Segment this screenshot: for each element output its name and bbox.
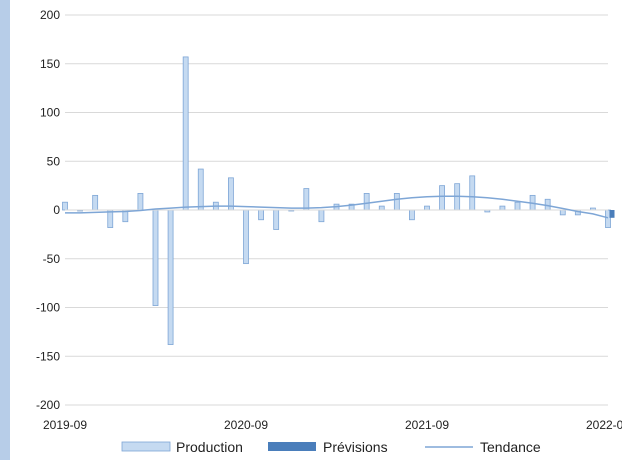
legend-label-trend: Tendance	[480, 439, 541, 455]
production-bar	[197, 168, 204, 211]
y-tick-label: -150	[36, 349, 60, 363]
legend-swatch-production	[121, 441, 171, 452]
production-bar	[243, 209, 249, 265]
chart-canvas: 200 150 100 50 0 -50 -100 -150 -200 2019-09 2020-0…	[36, 8, 622, 455]
legend-label-forecast: Prévisions	[323, 439, 388, 455]
production-bar	[137, 193, 144, 211]
x-tick-label: 2022-09	[586, 418, 622, 432]
production-bar	[378, 205, 385, 211]
production-bar	[439, 185, 445, 211]
y-tick-label: -200	[36, 398, 60, 412]
production-bar	[363, 193, 370, 211]
y-tick-label: 200	[40, 8, 60, 22]
y-tick-label: 100	[40, 106, 60, 120]
production-bar	[499, 205, 506, 211]
production-bar	[469, 175, 476, 211]
y-tick-label: -50	[43, 252, 61, 266]
y-tick-label: 50	[47, 154, 61, 168]
production-bar	[514, 201, 521, 211]
production-bar	[228, 177, 234, 211]
production-bar	[318, 209, 325, 223]
trend-line	[65, 195, 609, 219]
production-bar	[409, 209, 415, 221]
production-bar	[393, 193, 400, 211]
production-bar	[182, 56, 189, 211]
production-bar	[167, 209, 174, 345]
chart-frame: 200 150 100 50 0 -50 -100 -150 -200 2019-09 2020-0…	[10, 0, 622, 460]
production-bar	[62, 201, 68, 211]
y-tick-label: 150	[40, 57, 60, 71]
forecast-bar	[609, 210, 615, 218]
x-tick-label: 2020-09	[224, 418, 268, 432]
production-bar	[273, 209, 280, 230]
legend-swatch-forecast	[268, 442, 316, 451]
production-bar	[152, 209, 159, 306]
legend-label-production: Production	[176, 439, 243, 455]
production-bar	[559, 209, 566, 216]
x-tick-label: 2021-09	[405, 418, 449, 432]
x-tick-label: 2019-09	[43, 418, 87, 432]
production-bar	[92, 194, 99, 211]
y-tick-label: -100	[36, 301, 60, 315]
production-bar	[258, 209, 264, 221]
y-tick-label: 0	[53, 203, 60, 217]
production-bar	[424, 205, 430, 211]
production-bar	[303, 188, 310, 211]
